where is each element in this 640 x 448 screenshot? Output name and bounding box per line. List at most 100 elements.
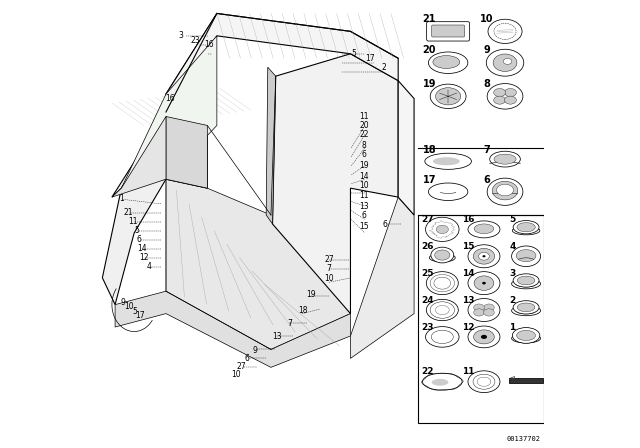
Text: 13: 13 (273, 332, 282, 340)
Ellipse shape (429, 254, 455, 262)
Ellipse shape (474, 330, 494, 344)
Polygon shape (351, 197, 414, 358)
Ellipse shape (494, 154, 516, 164)
Text: 17: 17 (135, 311, 145, 320)
Text: 25: 25 (421, 269, 433, 278)
Ellipse shape (513, 220, 539, 234)
Ellipse shape (494, 23, 516, 39)
Polygon shape (509, 376, 513, 379)
Text: 13: 13 (359, 202, 369, 211)
Ellipse shape (468, 245, 500, 268)
FancyBboxPatch shape (96, 0, 416, 448)
Polygon shape (266, 67, 276, 224)
Text: 9: 9 (120, 298, 125, 307)
Text: 19: 19 (422, 79, 436, 89)
Text: 10: 10 (324, 274, 334, 283)
Ellipse shape (468, 298, 500, 322)
Text: 21: 21 (422, 14, 436, 24)
Text: 27: 27 (420, 215, 433, 224)
Ellipse shape (517, 276, 535, 285)
Text: 10: 10 (124, 302, 134, 311)
Text: 00137702: 00137702 (506, 436, 540, 442)
Polygon shape (398, 81, 414, 215)
Text: 2: 2 (509, 296, 516, 305)
Text: 5: 5 (351, 49, 356, 58)
Polygon shape (166, 13, 398, 112)
Ellipse shape (426, 299, 458, 321)
Ellipse shape (433, 56, 460, 69)
Text: 16: 16 (165, 94, 175, 103)
Text: 7: 7 (484, 145, 490, 155)
Text: 27: 27 (237, 362, 246, 371)
Ellipse shape (511, 246, 541, 267)
Text: 6: 6 (136, 235, 141, 244)
Text: 8: 8 (362, 141, 366, 150)
Ellipse shape (504, 89, 516, 97)
Ellipse shape (468, 271, 500, 295)
Ellipse shape (493, 89, 506, 97)
Polygon shape (112, 13, 217, 197)
FancyBboxPatch shape (431, 25, 465, 37)
Ellipse shape (426, 217, 459, 241)
FancyBboxPatch shape (427, 22, 470, 41)
Ellipse shape (482, 282, 486, 284)
Ellipse shape (513, 327, 540, 343)
Ellipse shape (474, 304, 484, 311)
Ellipse shape (468, 371, 500, 392)
Ellipse shape (431, 379, 449, 386)
Ellipse shape (490, 151, 520, 167)
Text: 9: 9 (253, 346, 257, 355)
Polygon shape (112, 116, 166, 197)
Text: 23: 23 (191, 36, 200, 45)
Ellipse shape (487, 83, 523, 109)
Text: 12: 12 (463, 323, 475, 332)
Text: 11: 11 (463, 367, 475, 376)
Text: 6: 6 (362, 150, 366, 159)
Text: 10: 10 (359, 181, 369, 190)
Ellipse shape (486, 49, 524, 76)
Ellipse shape (436, 88, 461, 105)
Ellipse shape (435, 250, 450, 260)
Text: 11: 11 (359, 112, 369, 121)
Text: 11: 11 (359, 191, 369, 200)
Text: 12: 12 (140, 253, 149, 262)
Text: 20: 20 (422, 45, 436, 55)
Text: 22: 22 (359, 130, 369, 139)
Polygon shape (166, 179, 351, 349)
Ellipse shape (425, 153, 472, 169)
Ellipse shape (428, 183, 468, 201)
Text: 23: 23 (421, 323, 433, 332)
Text: 2: 2 (381, 63, 387, 72)
Ellipse shape (511, 306, 541, 316)
Text: 15: 15 (463, 242, 475, 251)
Ellipse shape (504, 96, 516, 104)
Text: 14: 14 (359, 172, 369, 181)
Ellipse shape (428, 52, 468, 73)
Ellipse shape (433, 157, 460, 165)
Ellipse shape (468, 221, 500, 238)
Polygon shape (115, 291, 351, 367)
Text: 10: 10 (481, 14, 494, 24)
Ellipse shape (513, 274, 539, 287)
Text: 11: 11 (129, 217, 138, 226)
Text: 6: 6 (484, 175, 490, 185)
Text: 22: 22 (421, 367, 433, 376)
Ellipse shape (516, 330, 536, 340)
Text: 6: 6 (245, 354, 250, 363)
Ellipse shape (511, 334, 541, 343)
Ellipse shape (493, 96, 506, 104)
Ellipse shape (513, 226, 540, 235)
Ellipse shape (430, 84, 466, 108)
Text: 4: 4 (147, 262, 151, 271)
Text: 19: 19 (359, 161, 369, 170)
Polygon shape (509, 379, 543, 383)
Ellipse shape (493, 54, 517, 71)
Text: 17: 17 (365, 54, 375, 63)
Ellipse shape (492, 181, 518, 200)
Polygon shape (102, 116, 207, 305)
Ellipse shape (474, 276, 494, 290)
Text: 6: 6 (383, 220, 387, 228)
Ellipse shape (474, 309, 484, 316)
Ellipse shape (484, 309, 494, 316)
Text: 5: 5 (134, 226, 139, 235)
